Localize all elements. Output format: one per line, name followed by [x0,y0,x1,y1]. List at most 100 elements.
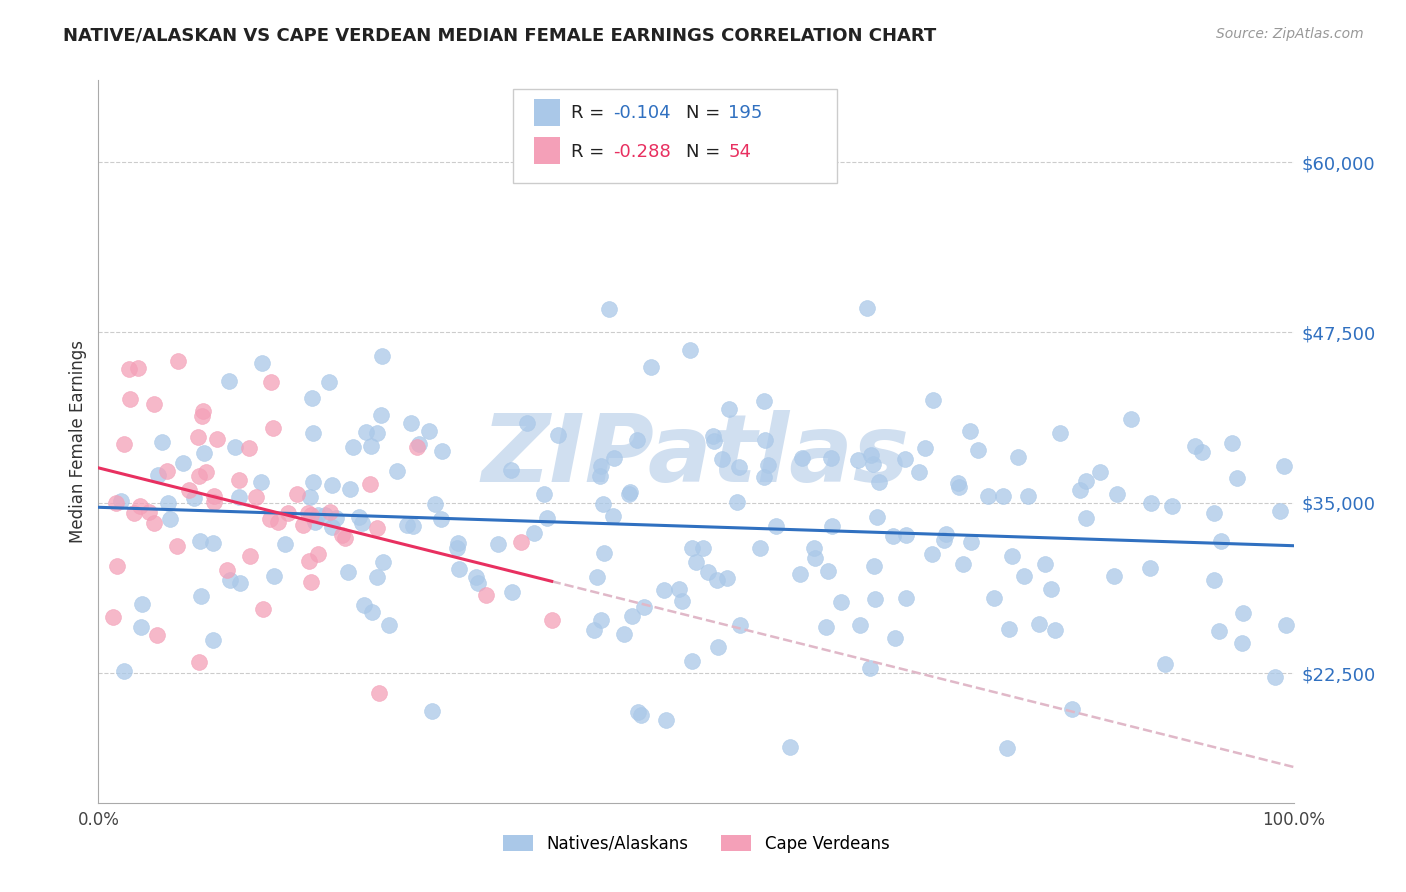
Point [1028,617,1050,632]
Point [274,537,297,551]
Point [366,426,388,441]
Point [1209,534,1232,549]
Point [145,628,167,642]
Point [396,517,419,532]
Point [314,508,336,522]
Point [187,469,209,483]
Point [131,597,153,611]
Point [626,434,648,448]
Point [202,632,225,647]
Point [193,445,215,459]
Text: N =: N = [686,143,725,161]
Point [239,549,262,563]
Point [110,494,132,508]
Point [112,437,135,451]
Point [803,541,825,555]
Point [681,541,703,555]
Point [301,426,323,441]
Point [716,571,738,585]
Point [627,705,650,719]
Point [321,478,343,492]
Point [1049,426,1071,441]
Text: N =: N = [686,104,725,122]
Point [540,613,562,627]
Point [352,516,374,530]
Point [299,508,322,523]
Point [849,617,872,632]
Point [830,595,852,609]
Point [728,460,751,475]
Point [218,574,240,588]
Point [366,570,388,584]
Point [128,361,150,376]
Point [187,430,209,444]
Point [591,459,613,474]
Point [124,507,146,521]
Point [681,654,703,668]
Point [501,585,523,599]
Point [354,425,377,439]
Point [1208,624,1230,638]
Point [685,555,707,569]
Point [765,519,787,533]
Text: R =: R = [571,143,610,161]
Point [378,617,401,632]
Point [1001,549,1024,563]
Point [1069,483,1091,498]
Point [142,516,165,530]
Point [859,661,882,675]
Point [706,573,728,587]
Text: 54: 54 [728,143,751,161]
Point [862,457,884,471]
Point [707,640,730,654]
Point [995,741,1018,756]
Point [756,458,779,472]
Point [259,512,281,526]
Point [523,525,546,540]
Point [848,452,870,467]
Point [105,559,128,574]
Point [598,302,620,317]
Point [922,392,945,407]
Point [353,598,375,612]
Point [1184,439,1206,453]
Point [748,541,770,556]
Point [652,583,675,598]
Point [138,505,160,519]
Point [959,425,981,439]
Point [583,624,606,638]
Point [339,482,361,496]
Point [1220,436,1243,450]
Point [1012,569,1035,583]
Point [860,448,883,462]
Text: 195: 195 [728,104,762,122]
Point [202,495,225,509]
Point [156,464,179,478]
Point [215,563,238,577]
Point [321,520,343,534]
Point [129,620,152,634]
Point [307,508,329,522]
Point [754,470,776,484]
Point [998,623,1021,637]
Point [935,527,957,541]
Point [585,570,607,584]
Point [193,404,215,418]
Point [1074,511,1097,525]
Point [146,467,169,482]
Y-axis label: Median Female Earnings: Median Female Earnings [69,340,87,543]
Point [399,416,422,430]
Point [250,475,273,489]
Point [1033,558,1056,572]
Point [447,562,470,576]
Point [229,576,252,591]
Point [630,708,652,723]
Point [1161,499,1184,513]
Point [789,566,811,581]
Point [655,713,678,727]
Point [728,618,751,632]
Point [856,301,879,316]
Point [1202,506,1225,520]
Point [418,424,440,438]
Point [692,541,714,556]
